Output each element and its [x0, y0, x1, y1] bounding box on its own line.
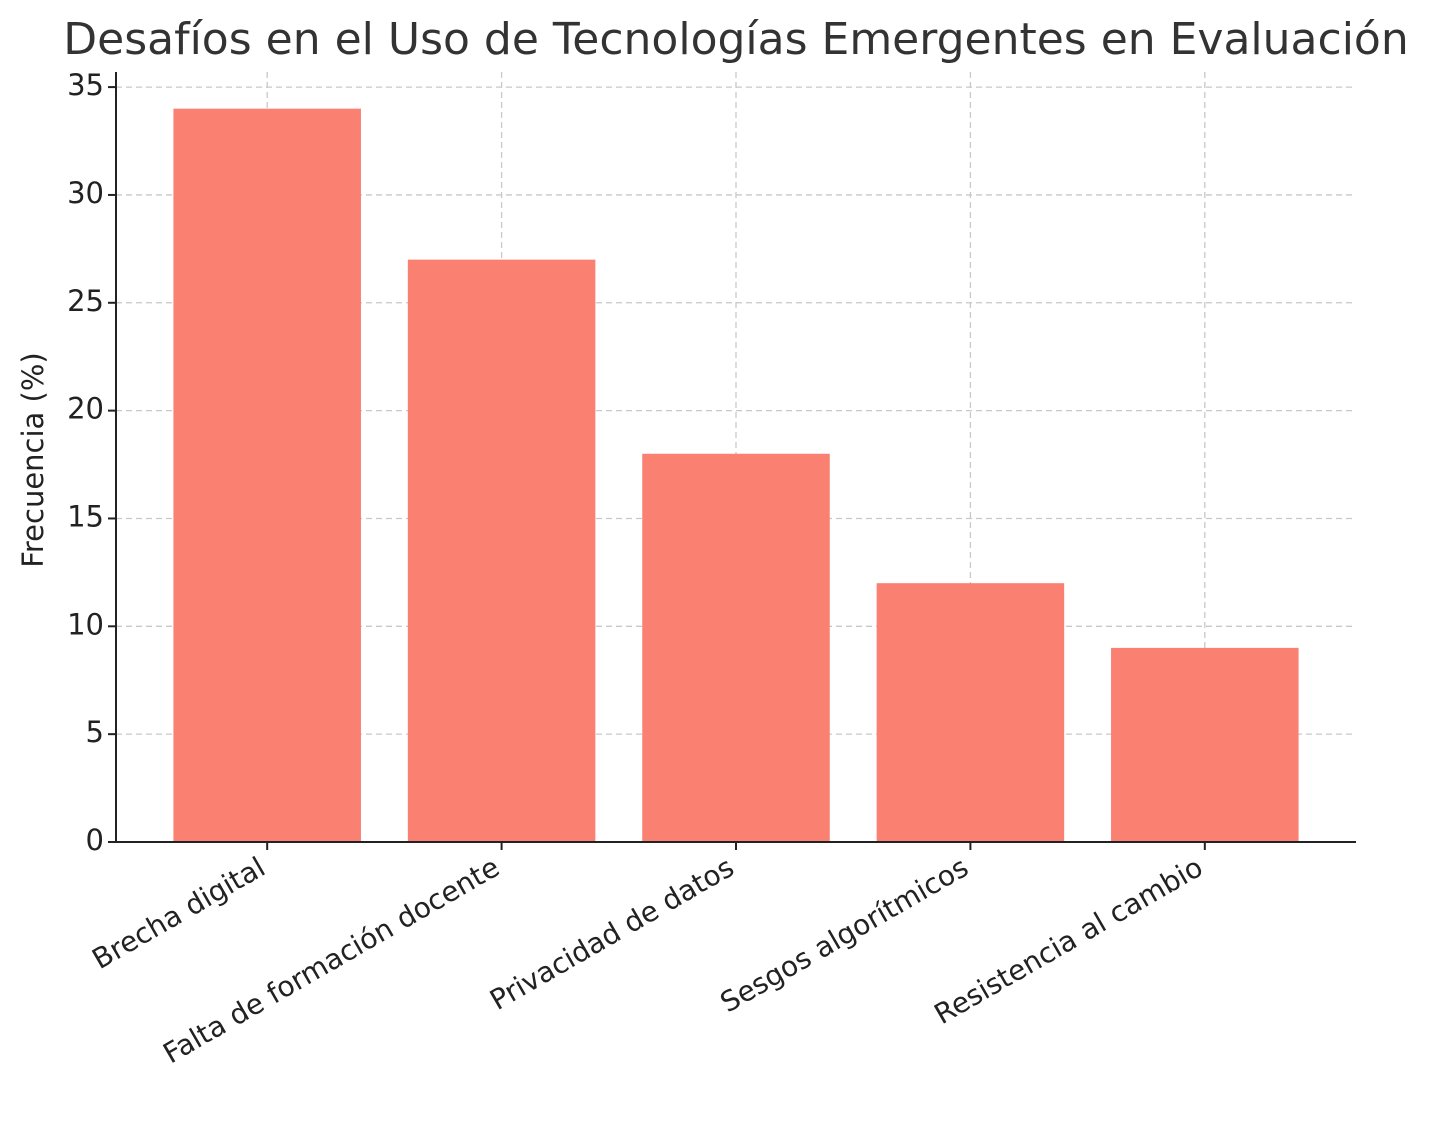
y-tick-label: 15: [67, 499, 104, 533]
y-tick-label: 5: [86, 715, 104, 749]
y-tick-label: 20: [67, 392, 104, 426]
bar: [642, 453, 830, 842]
bar: [876, 583, 1065, 842]
x-tick-label: Sesgos algorítmicos: [715, 850, 974, 1019]
bar: [173, 108, 361, 842]
y-tick-label: 10: [67, 607, 104, 641]
y-tick-label: 30: [67, 176, 104, 210]
bar: [407, 259, 596, 842]
y-tick-label: 35: [67, 68, 104, 102]
y-tick-label: 25: [67, 284, 104, 318]
bar: [1111, 647, 1299, 842]
y-axis-label: Frecuencia (%): [16, 352, 50, 567]
x-tick-label: Brecha digital: [87, 850, 271, 975]
x-tick-label: Privacidad de datos: [484, 850, 739, 1016]
chart-title: Desafíos en el Uso de Tecnologías Emerge…: [63, 14, 1408, 65]
y-tick-label: 0: [86, 823, 104, 857]
